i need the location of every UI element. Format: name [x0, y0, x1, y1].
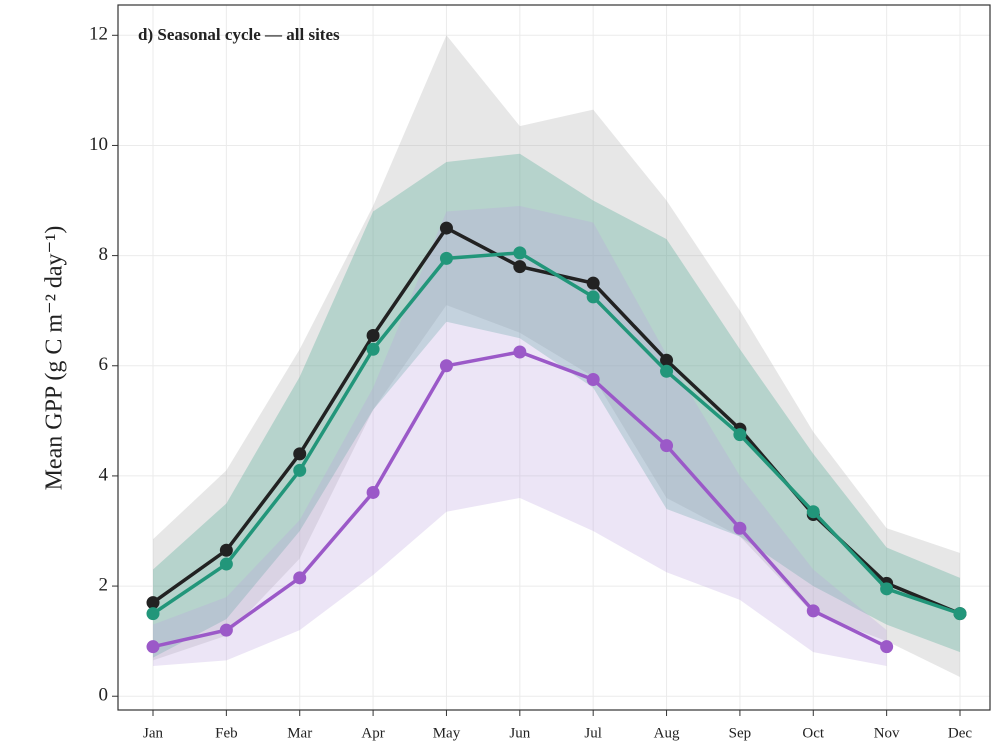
data-point [146, 596, 160, 610]
y-axis-label: Mean GPP (g C m⁻² day⁻¹) [42, 226, 68, 491]
chart-title: d) Seasonal cycle — all sites [138, 25, 340, 44]
range-band [153, 35, 960, 677]
data-point [293, 463, 307, 477]
data-point [366, 328, 380, 342]
y-tick-label: 10 [89, 134, 108, 155]
data-point [880, 582, 894, 596]
data-point [146, 607, 160, 621]
data-point [439, 359, 453, 373]
x-tick-label: Dec [948, 725, 972, 741]
x-tick-label: Nov [874, 725, 900, 741]
data-point [513, 246, 527, 260]
x-tick-label: May [433, 725, 461, 741]
x-tick-label: Apr [361, 725, 384, 741]
x-tick-label: Jan [143, 725, 163, 741]
data-point [513, 260, 527, 274]
data-point [660, 353, 674, 367]
series-line [152, 251, 961, 616]
data-point [219, 557, 233, 571]
data-point [733, 428, 747, 442]
data-point [513, 345, 527, 359]
data-point [219, 543, 233, 557]
data-point [586, 290, 600, 304]
data-point [366, 485, 380, 499]
y-tick-label: 0 [99, 685, 109, 706]
x-tick-label: Oct [802, 725, 824, 741]
data-point [439, 221, 453, 235]
data-point [146, 640, 160, 654]
x-tick-label: Sep [729, 725, 752, 741]
data-point [293, 571, 307, 585]
plot-frame [117, 4, 991, 711]
data-point [806, 604, 820, 618]
x-tick-label: Jul [584, 725, 602, 741]
data-point [660, 439, 674, 453]
y-tick-label: 6 [99, 354, 109, 375]
data-point [586, 276, 600, 290]
x-tick-label: Aug [654, 725, 680, 741]
data-point [953, 607, 967, 621]
x-tick-label: Mar [287, 725, 312, 741]
y-tick-label: 4 [99, 464, 109, 485]
y-tick-label: 12 [89, 24, 108, 45]
range-band [153, 206, 887, 666]
plot-background [118, 5, 990, 710]
data-point [806, 505, 820, 519]
x-tick-label: Feb [215, 725, 238, 741]
y-tick-label: 2 [99, 574, 109, 595]
data-point [219, 623, 233, 637]
data-point [439, 251, 453, 265]
data-point [293, 447, 307, 461]
data-point [660, 364, 674, 378]
data-point [733, 521, 747, 535]
range-band [153, 153, 960, 658]
x-tick-label: Jun [509, 725, 530, 741]
y-tick-label: 8 [99, 244, 109, 265]
data-point [366, 342, 380, 356]
data-point [586, 373, 600, 387]
data-point [880, 640, 894, 654]
